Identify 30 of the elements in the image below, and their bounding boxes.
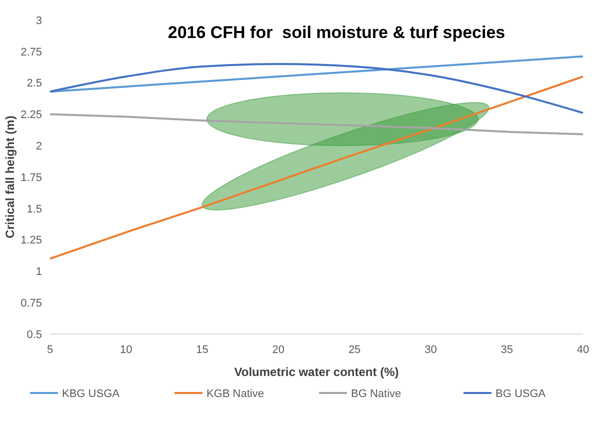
legend-label: BG Native bbox=[351, 388, 402, 400]
legend-label: BG USGA bbox=[496, 388, 546, 400]
line-series bbox=[49, 76, 584, 260]
y-tick-label: 0.5 bbox=[26, 328, 42, 341]
y-tick-label: 2 bbox=[36, 140, 42, 152]
y-tick-label: 3 bbox=[36, 14, 42, 27]
y-axis-title: Critical fall height (m) bbox=[3, 116, 17, 238]
y-tick-label: 1 bbox=[36, 266, 42, 278]
y-tick-label: 1.75 bbox=[20, 172, 42, 184]
x-tick-label: 35 bbox=[500, 344, 513, 356]
line-series bbox=[49, 62, 584, 114]
x-tick-label: 40 bbox=[576, 344, 590, 356]
x-tick-label: 10 bbox=[120, 344, 132, 356]
chart-title: 2016 CFH for soil moisture & turf species bbox=[168, 23, 506, 42]
line-series bbox=[49, 55, 584, 93]
line-series bbox=[49, 113, 584, 136]
x-tick-label: 30 bbox=[424, 344, 437, 356]
y-tick-label: 2.25 bbox=[20, 109, 42, 122]
x-axis-title: Volumetric water content (%) bbox=[234, 365, 399, 379]
legend-label: KBG USGA bbox=[62, 388, 120, 400]
y-tick-label: 2.5 bbox=[26, 78, 42, 90]
y-tick-label: 1.25 bbox=[20, 234, 42, 247]
y-tick-label: 1.5 bbox=[26, 203, 42, 216]
x-tick-label: 20 bbox=[272, 344, 285, 356]
y-tick-label: 0.75 bbox=[20, 297, 42, 310]
y-tick-label: 2.75 bbox=[20, 46, 42, 58]
x-tick-label: 15 bbox=[196, 344, 208, 356]
x-tick-label: 5 bbox=[46, 344, 54, 356]
legend-label: KGB Native bbox=[206, 388, 264, 400]
x-tick-label: 25 bbox=[348, 344, 361, 356]
